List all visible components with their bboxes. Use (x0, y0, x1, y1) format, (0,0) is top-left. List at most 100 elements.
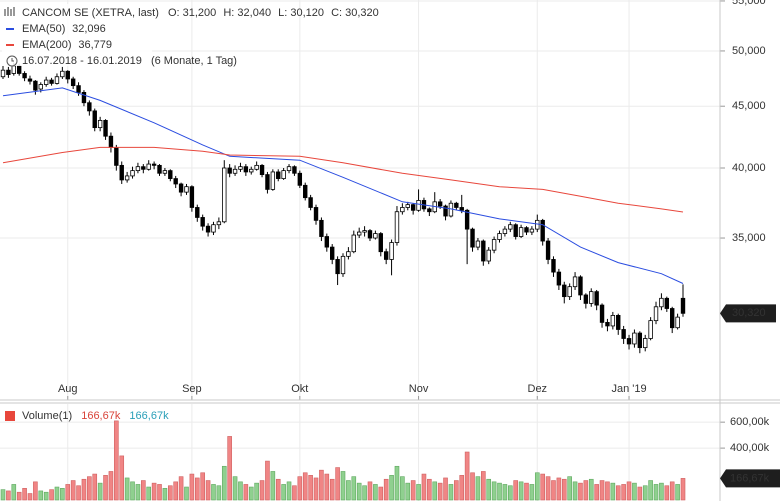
volume-bar (184, 486, 189, 501)
candle-body (599, 304, 605, 323)
volume-badge-label: 166,67k (730, 472, 770, 484)
volume-bar (594, 484, 599, 501)
candle-body (27, 78, 33, 82)
volume-bar (605, 481, 610, 501)
candle-body (292, 166, 297, 174)
volume-bar (540, 473, 545, 501)
volume-bar (324, 473, 330, 501)
candle-body (572, 276, 578, 288)
volume-bar (464, 451, 470, 501)
ohlc-label: C: 30,320 (331, 7, 379, 19)
volume-bar (189, 473, 195, 501)
volume-bar (227, 436, 232, 501)
candle-body (529, 228, 535, 233)
candle-body (518, 227, 524, 237)
volume-bar (313, 477, 319, 501)
candle-body (162, 170, 168, 174)
volume-bar (459, 475, 465, 501)
volume-bar (470, 472, 475, 501)
icon (4, 7, 15, 16)
volume-bar (97, 482, 103, 501)
candle-body (540, 219, 545, 242)
volume-bar (653, 484, 659, 501)
candle-body (11, 65, 16, 74)
candle-body (0, 69, 6, 78)
legend-label: EMA(200) (22, 39, 72, 51)
volume-bar (270, 471, 276, 501)
volume-bar (551, 480, 556, 501)
candle-body (324, 236, 330, 248)
candle-body (33, 80, 38, 91)
volume-bar (454, 480, 459, 501)
candle-body (383, 251, 389, 260)
y-tick-label: 35,000 (732, 232, 766, 244)
volume-bar (114, 420, 119, 501)
candle-body (168, 170, 173, 179)
volume-bar (508, 485, 513, 501)
candle-body (265, 174, 270, 190)
y-tick-label: 400,00k (730, 442, 770, 454)
ema-line (2, 146, 684, 213)
candle-body (114, 147, 119, 166)
volume-bar (6, 490, 11, 501)
volume-bar (572, 481, 578, 501)
candle-body (491, 239, 497, 251)
ema-line (2, 87, 684, 284)
candle-body (151, 163, 157, 166)
volume-bar (599, 480, 605, 501)
volume-bar (437, 482, 443, 501)
candle-body (189, 186, 195, 208)
volume-bar (265, 460, 270, 501)
volume-bar (475, 476, 481, 501)
volume-bar (178, 476, 184, 501)
candle-body (184, 186, 189, 193)
volume-bar (659, 482, 664, 501)
volume-bar (254, 482, 259, 501)
volume-bar (205, 480, 211, 501)
candle-body (362, 230, 367, 233)
volume-bar (383, 478, 389, 501)
volume-bar (621, 484, 626, 501)
price-badge-label: 30,320 (732, 307, 766, 319)
candle-body (319, 219, 324, 237)
legend-title: CANCOM SE (XETRA, last) O: 31,200 H: 32,… (22, 7, 379, 19)
volume-bar (11, 484, 17, 501)
volume-bar (362, 485, 367, 501)
volume-name: Volume(1) (22, 410, 72, 422)
candle-body (594, 291, 599, 306)
volume-bar (340, 471, 346, 501)
volume-bar (518, 481, 524, 501)
candle-body (464, 209, 470, 230)
volume-bar (168, 485, 173, 501)
volume-bar (151, 482, 157, 501)
candle-body (92, 110, 97, 129)
candle-body (43, 79, 49, 85)
ohlc-label: O: 31,200 (168, 7, 216, 19)
volume-bar (378, 486, 384, 501)
candle-body (486, 249, 491, 262)
candle-body (178, 183, 184, 193)
legend-value: 36,779 (78, 39, 112, 51)
volume-bar (232, 476, 238, 501)
period: (6 Monate, 1 Tag) (151, 55, 237, 67)
volume-bar (308, 475, 313, 501)
candle-body (276, 171, 281, 179)
candle-body (508, 224, 513, 230)
volume-bar (194, 477, 200, 501)
volume-bar (76, 485, 81, 501)
volume-bar (130, 481, 135, 501)
candle-body (670, 308, 675, 329)
x-tick-label: Dez (528, 383, 548, 395)
volume-legend: Volume(1) 166,67k 166,67k (22, 410, 169, 422)
volume-bar (38, 490, 44, 501)
candle-body (626, 338, 632, 345)
volume-bar (486, 478, 492, 501)
candle-body (610, 315, 616, 327)
candle-body (567, 286, 572, 298)
candle-body (238, 166, 243, 170)
candle-body (254, 164, 259, 170)
subtitle: 16.07.2018 - 16.01.2019 (22, 55, 142, 67)
volume-bar (335, 467, 340, 501)
volume-bar (615, 485, 621, 501)
x-tick-label: Jan '19 (611, 383, 646, 395)
